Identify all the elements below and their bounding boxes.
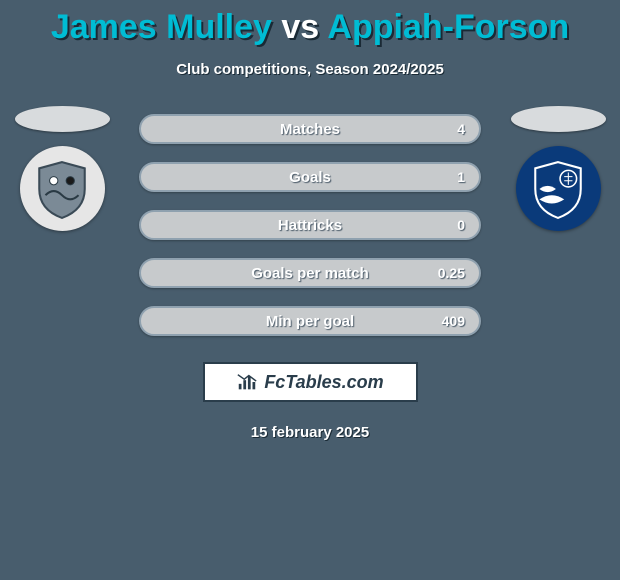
- comparison-title: James Mulley vs Appiah-Forson: [0, 0, 620, 47]
- stat-bars: Matches 4 Goals 1 Hattricks 0 Goals per match 0…: [139, 114, 481, 336]
- stats-content: Matches 4 Goals 1 Hattricks 0 Goals per match 0…: [0, 114, 620, 336]
- left-player-pill: [15, 106, 110, 132]
- stat-label: Goals per match: [251, 265, 369, 282]
- season-subtitle: Club competitions, Season 2024/2025: [0, 61, 620, 78]
- shield-icon: [31, 158, 93, 220]
- left-club-crest: [20, 146, 105, 231]
- right-player-pill: [511, 106, 606, 132]
- right-club-crest: [516, 146, 601, 231]
- stat-label: Min per goal: [266, 313, 354, 330]
- stat-value-right: 0.25: [438, 265, 465, 281]
- stat-value-right: 4: [457, 121, 465, 137]
- stat-label: Hattricks: [278, 217, 342, 234]
- shield-icon: [527, 158, 589, 220]
- branding-text: FcTables.com: [264, 372, 383, 393]
- right-player-column: [508, 106, 608, 231]
- stat-value-right: 409: [442, 313, 465, 329]
- bar-chart-icon: [236, 371, 258, 393]
- stat-value-right: 1: [457, 169, 465, 185]
- stat-bar: Goals 1: [139, 162, 481, 192]
- branding-badge: FcTables.com: [203, 362, 418, 402]
- left-player-column: [12, 106, 112, 231]
- player2-name: Appiah-Forson: [327, 8, 569, 46]
- stat-bar: Hattricks 0: [139, 210, 481, 240]
- vs-separator: vs: [281, 8, 319, 46]
- match-date: 15 february 2025: [0, 424, 620, 441]
- stat-value-right: 0: [457, 217, 465, 233]
- player1-name: James Mulley: [51, 8, 272, 46]
- stat-label: Matches: [280, 121, 340, 138]
- stat-bar: Min per goal 409: [139, 306, 481, 336]
- stat-bar: Matches 4: [139, 114, 481, 144]
- stat-bar: Goals per match 0.25: [139, 258, 481, 288]
- stat-label: Goals: [289, 169, 331, 186]
